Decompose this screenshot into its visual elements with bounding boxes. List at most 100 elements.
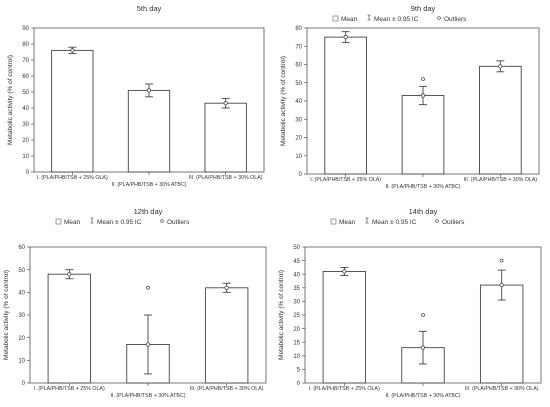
y-tick-label: 50 [293,245,300,251]
y-axis-label: Metabolic activity (% of control) [280,56,287,146]
mean-point [420,345,426,350]
legend-mean-label: Mean [64,219,81,226]
bar [51,49,94,173]
mean-point [145,342,151,347]
y-tick-label: 25 [293,313,300,319]
y-tick-label: 30 [22,122,29,128]
bar [401,95,445,175]
y-tick-label: 5 [297,368,301,374]
chart-panel-14th-day: 14th day Mean Mean ± 0.95 IC Outliers 0 5 10 15… [275,203,550,407]
outlier-point [421,77,425,81]
y-tick-label: 90 [22,26,29,32]
mean-point [420,93,426,98]
chart-title: 14th day [409,207,438,216]
y-tick-label: 30 [293,300,300,306]
mean-point [224,285,229,290]
bar [324,36,367,175]
y-tick-label: 70 [22,58,29,64]
bar [204,102,247,173]
mean-point [499,282,504,288]
y-tick-label: 60 [18,245,25,251]
x-tick-label: I. (PLA/PHB/TSB + 25% OLA) [309,386,380,392]
y-tick-label: 30 [295,117,302,123]
y-axis-label: Metabolic activity (% of control) [3,270,10,360]
legend-outliers-label: Outliers [444,16,467,23]
y-tick-label: 10 [295,154,302,160]
mean-point [223,101,228,106]
legend-outliers-label: Outliers [442,219,465,226]
chart-panel-12th-day: 12th day Mean Mean ± 0.95 IC Outliers 0 10 20 3… [0,203,275,407]
y-tick-label: 15 [293,340,300,346]
legend: Mean Mean ± 0.95 IC Outliers [330,217,465,226]
y-tick-label: 20 [22,138,29,144]
bar [127,89,171,173]
x-tick-label: I. (PLA/PHB/TSB + 25% OLA) [34,386,105,392]
chart-12th-day: 12th day Mean Mean ± 0.95 IC Outliers 0 10 20 3… [3,207,267,399]
y-tick-label: 10 [22,154,29,160]
chart-title: 5th day [137,4,162,13]
y-tick-label: 50 [22,90,29,96]
x-tick-label: III. (PLA/PHB/TSB + 30% OLA) [465,386,539,392]
y-tick-label: 70 [295,44,302,50]
legend-ci-symbol [90,217,94,224]
chart-14th-day: 14th day Mean Mean ± 0.95 IC Outliers 0 5 10 15… [278,207,542,399]
y-tick-label: 0 [297,381,301,387]
y-tick-label: 40 [293,272,300,278]
x-tick-label: III. (PLA/PHB/TSB + 30% OLA) [189,175,263,181]
bar [322,271,367,384]
legend-ci-label: Mean ± 0.95 IC [374,16,419,23]
y-tick-label: 20 [293,327,300,333]
y-tick-label: 20 [18,336,25,342]
y-tick-label: 40 [22,106,29,112]
y-tick-label: 0 [26,170,30,176]
chart-title: 9th day [411,4,436,13]
chart-9th-day: 9th day Mean Mean ± 0.95 IC Outliers 0 10 20 30… [280,4,540,190]
y-tick-label: 40 [295,99,302,105]
y-tick-label: 0 [22,381,26,387]
x-tick-label: I. (PLA/PHB/TSB + 25% OLA) [37,175,108,181]
mean-point [67,272,72,277]
mean-point [343,35,348,40]
legend-mean-swatch [332,15,339,22]
legend-ci-label: Mean ± 0.95 IC [97,219,142,226]
bar [204,287,249,384]
legend-ci-label: Mean ± 0.95 IC [372,219,417,226]
y-tick-label: 0 [299,172,303,178]
x-tick-label: III. (PLA/PHB/TSB + 30% OLA) [463,177,537,183]
outlier-point [499,258,504,263]
x-tick-label: II. (PLA/PHB/TSB + 30% ATBC) [110,393,185,399]
chart-title: 12th day [134,207,163,216]
y-tick-label: 45 [293,259,300,265]
legend-outliers-label: Outliers [167,219,190,226]
legend: Mean Mean ± 0.95 IC Outliers [332,14,467,23]
outlier-point [421,313,425,317]
legend-mean-label: Mean [339,219,356,226]
y-tick-label: 60 [22,74,29,80]
legend-outlier-symbol [160,219,164,223]
legend-mean-label: Mean [341,16,358,23]
y-tick-label: 50 [18,268,25,274]
mean-point [498,64,503,69]
y-tick-label: 35 [293,286,300,292]
outlier-point [146,285,150,290]
mean-point [342,269,347,274]
legend-ci-symbol [365,217,369,224]
x-tick-label: II. (PLA/PHB/TSB + 30% ATBC) [385,393,460,399]
y-tick-label: 60 [295,63,302,69]
y-tick-label: 80 [22,42,29,48]
y-tick-label: 40 [18,291,25,297]
y-tick-label: 30 [18,313,25,319]
y-tick-label: 10 [18,359,25,365]
chart-panel-5th-day: 5th day 0 10 20 30 40 50 60 70 80 90 Metabolic acti… [0,0,275,203]
legend-outlier-symbol [437,16,441,20]
bar [479,65,522,175]
x-tick-label: II. (PLA/PHB/TSB + 30% ATBC) [385,184,460,190]
mean-point [70,48,75,53]
y-tick-label: 10 [293,354,300,360]
chart-5th-day: 5th day 0 10 20 30 40 50 60 70 80 90 Metabolic acti… [7,4,265,188]
y-tick-label: 80 [295,26,302,32]
y-tick-label: 50 [295,81,302,87]
y-axis-label: Metabolic activity (% of control) [278,270,285,360]
y-tick-label: 20 [295,136,302,142]
legend-mean-swatch [330,218,337,225]
